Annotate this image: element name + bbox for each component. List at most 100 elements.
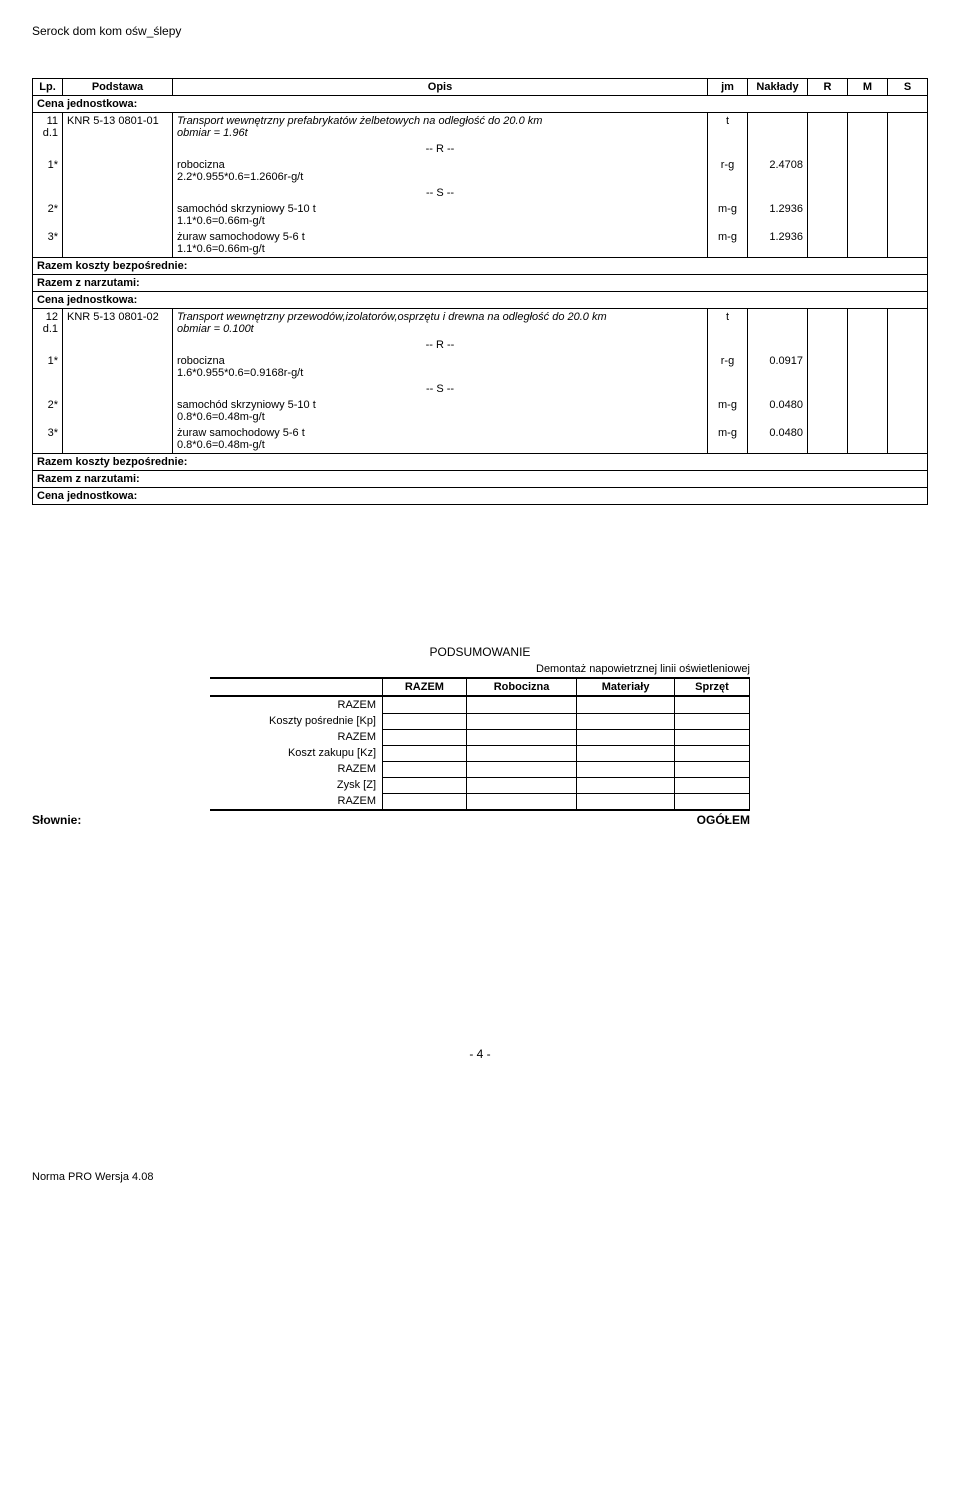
cost-table: Lp. Podstawa Opis jm Nakłady R M S Cena … <box>32 78 928 505</box>
table-row: -- S -- <box>33 381 928 397</box>
summary-row: RAZEM <box>210 761 750 777</box>
naklady-cell: 1.2936 <box>748 201 808 229</box>
table-row: 3* żuraw samochodowy 5-6 t 1.1*0.6=0.66m… <box>33 229 928 258</box>
table-row: Razem z narzutami: <box>33 275 928 292</box>
jm-cell: r-g <box>708 353 748 381</box>
jm-cell: t <box>708 113 748 142</box>
table-row: 12 d.1 KNR 5-13 0801-02 Transport wewnęt… <box>33 309 928 338</box>
star-cell: 1* <box>33 353 63 381</box>
summary-row: Koszty pośrednie [Kp] <box>210 713 750 729</box>
page-number: - 4 - <box>32 1047 928 1061</box>
opis-cell: żuraw samochodowy 5-6 t 1.1*0.6=0.66m-g/… <box>173 229 708 258</box>
naklady-cell: 0.0480 <box>748 425 808 454</box>
jm-cell: r-g <box>708 157 748 185</box>
opis-cell: robocizna 1.6*0.955*0.6=0.9168r-g/t <box>173 353 708 381</box>
summary-row: Koszt zakupu [Kz] <box>210 745 750 761</box>
s-cell <box>888 113 928 142</box>
summary-col-razem: RAZEM <box>383 678 467 696</box>
summary-row-label: RAZEM <box>210 761 383 777</box>
summary-row: RAZEM <box>210 793 750 810</box>
jm-cell: m-g <box>708 397 748 425</box>
r-cell <box>808 113 848 142</box>
kod-cell: KNR 5-13 0801-01 <box>63 113 173 142</box>
summary-col-sprzet: Sprzęt <box>674 678 749 696</box>
document-title: Serock dom kom ośw_ślepy <box>32 24 928 38</box>
col-naklady: Nakłady <box>748 79 808 96</box>
table-row: Razem z narzutami: <box>33 471 928 488</box>
footer-text: Norma PRO Wersja 4.08 <box>32 1171 928 1183</box>
s-marker: -- S -- <box>173 185 708 201</box>
opis-cell: robocizna 2.2*0.955*0.6=1.2606r-g/t <box>173 157 708 185</box>
opis-cell: samochód skrzyniowy 5-10 t 0.8*0.6=0.48m… <box>173 397 708 425</box>
m-cell <box>848 113 888 142</box>
summary-header-row: RAZEM Robocizna Materiały Sprzęt <box>210 678 750 696</box>
summary-table: RAZEM Robocizna Materiały Sprzęt RAZEM K… <box>210 677 750 811</box>
cena-jednostkowa-label: Cena jednostkowa: <box>33 488 928 505</box>
jm-cell: m-g <box>708 201 748 229</box>
summary-row: Zysk [Z] <box>210 777 750 793</box>
table-row: Cena jednostkowa: <box>33 292 928 309</box>
naklady-cell <box>748 113 808 142</box>
summary-subtitle: Demontaż napowietrznej linii oświetlenio… <box>210 663 750 675</box>
lp-cell: 11 d.1 <box>33 113 63 142</box>
star-cell: 3* <box>33 425 63 454</box>
kod-cell: KNR 5-13 0801-02 <box>63 309 173 338</box>
table-row: 1* robocizna 1.6*0.955*0.6=0.9168r-g/t r… <box>33 353 928 381</box>
cena-jednostkowa-label: Cena jednostkowa: <box>33 292 928 309</box>
summary-col-robocizna: Robocizna <box>466 678 576 696</box>
opis-cell: samochód skrzyniowy 5-10 t 1.1*0.6=0.66m… <box>173 201 708 229</box>
jm-cell: m-g <box>708 425 748 454</box>
table-row: -- R -- <box>33 337 928 353</box>
col-r: R <box>808 79 848 96</box>
naklady-cell: 1.2936 <box>748 229 808 258</box>
razem-narz-label: Razem z narzutami: <box>33 275 928 292</box>
opis-cell: Transport wewnętrzny prefabrykatów żelbe… <box>173 113 708 142</box>
star-cell: 1* <box>33 157 63 185</box>
table-row: 11 d.1 KNR 5-13 0801-01 Transport wewnęt… <box>33 113 928 142</box>
razem-narz-label: Razem z narzutami: <box>33 471 928 488</box>
col-lp: Lp. <box>33 79 63 96</box>
razem-bezp-label: Razem koszty bezpośrednie: <box>33 258 928 275</box>
s-marker: -- S -- <box>173 381 708 397</box>
r-marker: -- R -- <box>173 337 708 353</box>
jm-cell: t <box>708 309 748 338</box>
summary-row: RAZEM <box>210 696 750 713</box>
col-m: M <box>848 79 888 96</box>
summary-row-label: Zysk [Z] <box>210 777 383 793</box>
naklady-cell: 0.0917 <box>748 353 808 381</box>
r-marker: -- R -- <box>173 141 708 157</box>
lp-cell: 12 d.1 <box>33 309 63 338</box>
col-podstawa: Podstawa <box>63 79 173 96</box>
table-row: Razem koszty bezpośrednie: <box>33 258 928 275</box>
table-row: 2* samochód skrzyniowy 5-10 t 0.8*0.6=0.… <box>33 397 928 425</box>
opis-cell: żuraw samochodowy 5-6 t 0.8*0.6=0.48m-g/… <box>173 425 708 454</box>
summary-title: PODSUMOWANIE <box>32 645 928 659</box>
slownie-label: Słownie: <box>32 813 928 827</box>
col-s: S <box>888 79 928 96</box>
summary-row-label: RAZEM <box>210 729 383 745</box>
star-cell: 3* <box>33 229 63 258</box>
summary-row-label: RAZEM <box>210 696 383 713</box>
jm-cell: m-g <box>708 229 748 258</box>
summary-row-label: Koszty pośrednie [Kp] <box>210 713 383 729</box>
summary-col-materialy: Materiały <box>577 678 675 696</box>
col-opis: Opis <box>173 79 708 96</box>
table-row: -- S -- <box>33 185 928 201</box>
table-row: 2* samochód skrzyniowy 5-10 t 1.1*0.6=0.… <box>33 201 928 229</box>
star-cell: 2* <box>33 397 63 425</box>
table-row: -- R -- <box>33 141 928 157</box>
naklady-cell: 0.0480 <box>748 397 808 425</box>
razem-bezp-label: Razem koszty bezpośrednie: <box>33 454 928 471</box>
star-cell: 2* <box>33 201 63 229</box>
table-row: Cena jednostkowa: <box>33 488 928 505</box>
table-row: 3* żuraw samochodowy 5-6 t 0.8*0.6=0.48m… <box>33 425 928 454</box>
naklady-cell: 2.4708 <box>748 157 808 185</box>
opis-cell: Transport wewnętrzny przewodów,izolatoró… <box>173 309 708 338</box>
table-row: 1* robocizna 2.2*0.955*0.6=1.2606r-g/t r… <box>33 157 928 185</box>
summary-row-label: Koszt zakupu [Kz] <box>210 745 383 761</box>
cena-jednostkowa-label: Cena jednostkowa: <box>33 96 928 113</box>
summary-row: RAZEM <box>210 729 750 745</box>
table-header-row: Lp. Podstawa Opis jm Nakłady R M S <box>33 79 928 96</box>
col-jm: jm <box>708 79 748 96</box>
summary-row-label: RAZEM <box>210 793 383 810</box>
